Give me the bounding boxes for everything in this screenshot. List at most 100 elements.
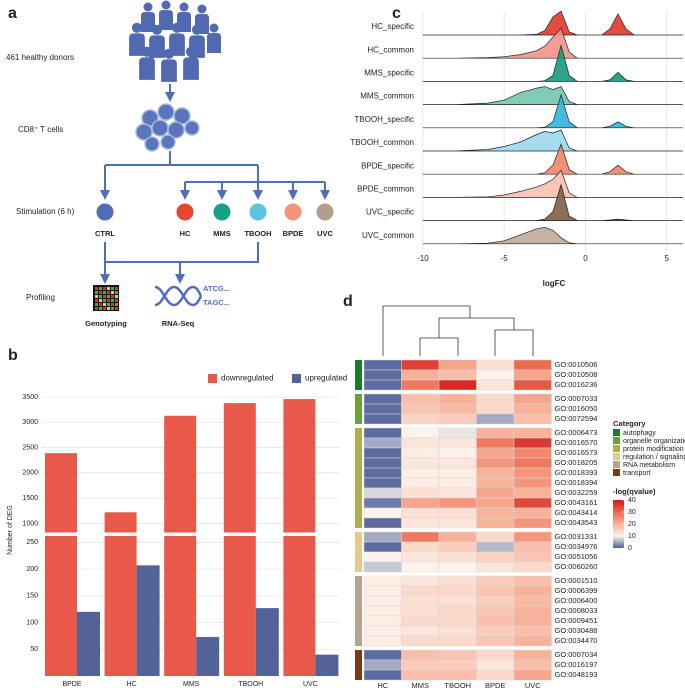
array-spot <box>111 307 114 310</box>
heat-cell <box>476 517 515 529</box>
dendrogram <box>382 305 534 356</box>
array-spot <box>103 295 106 298</box>
bar <box>164 415 197 676</box>
heat-cell <box>438 457 477 469</box>
y-tick-label: 1500 <box>22 495 38 502</box>
row-label: GO:0009451 <box>555 616 598 625</box>
x-axis-label: logFC <box>543 279 566 288</box>
heat-cell <box>513 605 552 617</box>
category-bar <box>355 428 362 528</box>
sequence: ATCG... <box>203 284 230 293</box>
heat-cell <box>401 477 440 489</box>
array-spot <box>95 299 98 302</box>
array-spot <box>99 307 102 310</box>
heat-cell <box>363 359 402 371</box>
array-spot <box>103 307 106 310</box>
heat-cell <box>363 507 402 519</box>
y-tick-label: 50 <box>30 646 38 653</box>
row-label: GO:0007034 <box>555 650 598 659</box>
heat-cell <box>401 487 440 499</box>
column-label: BPDE <box>485 681 505 690</box>
y-tick-label: 150 <box>26 593 38 600</box>
legend-swatch <box>613 437 620 444</box>
heat-cell <box>476 541 515 553</box>
ridge <box>422 143 683 175</box>
row-label: GO:0034976 <box>555 542 598 551</box>
heat-cell <box>476 605 515 617</box>
panel-label: a <box>8 5 17 22</box>
heat-cell <box>513 369 552 381</box>
heat-cell <box>513 507 552 519</box>
row-label: BPDE_specific <box>361 161 414 170</box>
row-label: GO:0006473 <box>555 428 598 437</box>
x-tick-label: TBOOH <box>238 681 263 688</box>
heat-cell <box>401 669 440 681</box>
legend-swatch <box>613 445 620 452</box>
heat-cell <box>363 595 402 607</box>
row-label: GO:0030488 <box>555 626 598 635</box>
column-label: UVC <box>525 681 541 690</box>
heat-cell <box>513 615 552 627</box>
heat-cell <box>513 595 552 607</box>
heat-cell <box>438 403 477 415</box>
row-label: TBOOH_specific <box>354 115 414 124</box>
heat-cell <box>401 413 440 425</box>
heat-cell <box>438 649 477 661</box>
x-tick-label: BPDE <box>62 681 81 688</box>
heat-cell <box>401 551 440 563</box>
heat-cell <box>513 659 552 671</box>
heat-cell <box>438 413 477 425</box>
array-spot <box>111 303 114 306</box>
legend-swatch <box>292 374 301 383</box>
heat-cell <box>401 595 440 607</box>
array-spot <box>99 303 102 306</box>
y-tick-label: 1000 <box>22 520 38 527</box>
row-label: GO:0018394 <box>555 478 598 487</box>
row-label: GO:0016570 <box>555 438 598 447</box>
array-spot <box>95 287 98 290</box>
row-label: HC_common <box>367 45 414 54</box>
heat-cell <box>438 517 477 529</box>
heat-cell <box>401 585 440 597</box>
bar <box>223 403 256 676</box>
legend-title: Category <box>613 419 646 428</box>
array-spot <box>103 303 106 306</box>
heat-cell <box>476 477 515 489</box>
legend-label: regulation / signaling <box>623 454 685 461</box>
panel-label: b <box>8 347 18 364</box>
row-label: GO:0016050 <box>555 404 598 413</box>
heat-cell <box>476 649 515 661</box>
heat-cell <box>476 595 515 607</box>
heat-cell <box>513 379 552 391</box>
condition-dot <box>212 202 232 222</box>
stimulation-label: Stimulation (6 h) <box>16 207 75 216</box>
ridge <box>422 10 683 36</box>
condition-dot <box>175 202 195 222</box>
array-spot <box>103 291 106 294</box>
row-label: GO:0051056 <box>555 552 598 561</box>
heat-cell <box>401 427 440 439</box>
x-tick-label: -10 <box>417 254 429 263</box>
heat-cell <box>438 595 477 607</box>
column-label: TBOOH <box>444 681 471 690</box>
heat-cell <box>438 467 477 479</box>
legend-label: downregulated <box>221 374 273 383</box>
row-label: GO:0048193 <box>555 670 598 679</box>
heat-cell <box>438 531 477 543</box>
heat-cell <box>476 659 515 671</box>
colorbar-label: 20 <box>628 521 636 528</box>
heat-cell <box>513 403 552 415</box>
row-label: UVC_specific <box>366 208 414 217</box>
row-label: GO:0032259 <box>555 488 598 497</box>
heat-cell <box>401 437 440 449</box>
heat-cell <box>476 507 515 519</box>
heat-cell <box>513 437 552 449</box>
heat-cell <box>363 379 402 391</box>
heat-cell <box>476 669 515 681</box>
condition-label: BPDE <box>283 229 304 238</box>
heat-cell <box>513 457 552 469</box>
heat-cell <box>513 487 552 499</box>
heat-cell <box>438 605 477 617</box>
heat-cell <box>476 403 515 415</box>
heat-cell <box>363 531 402 543</box>
